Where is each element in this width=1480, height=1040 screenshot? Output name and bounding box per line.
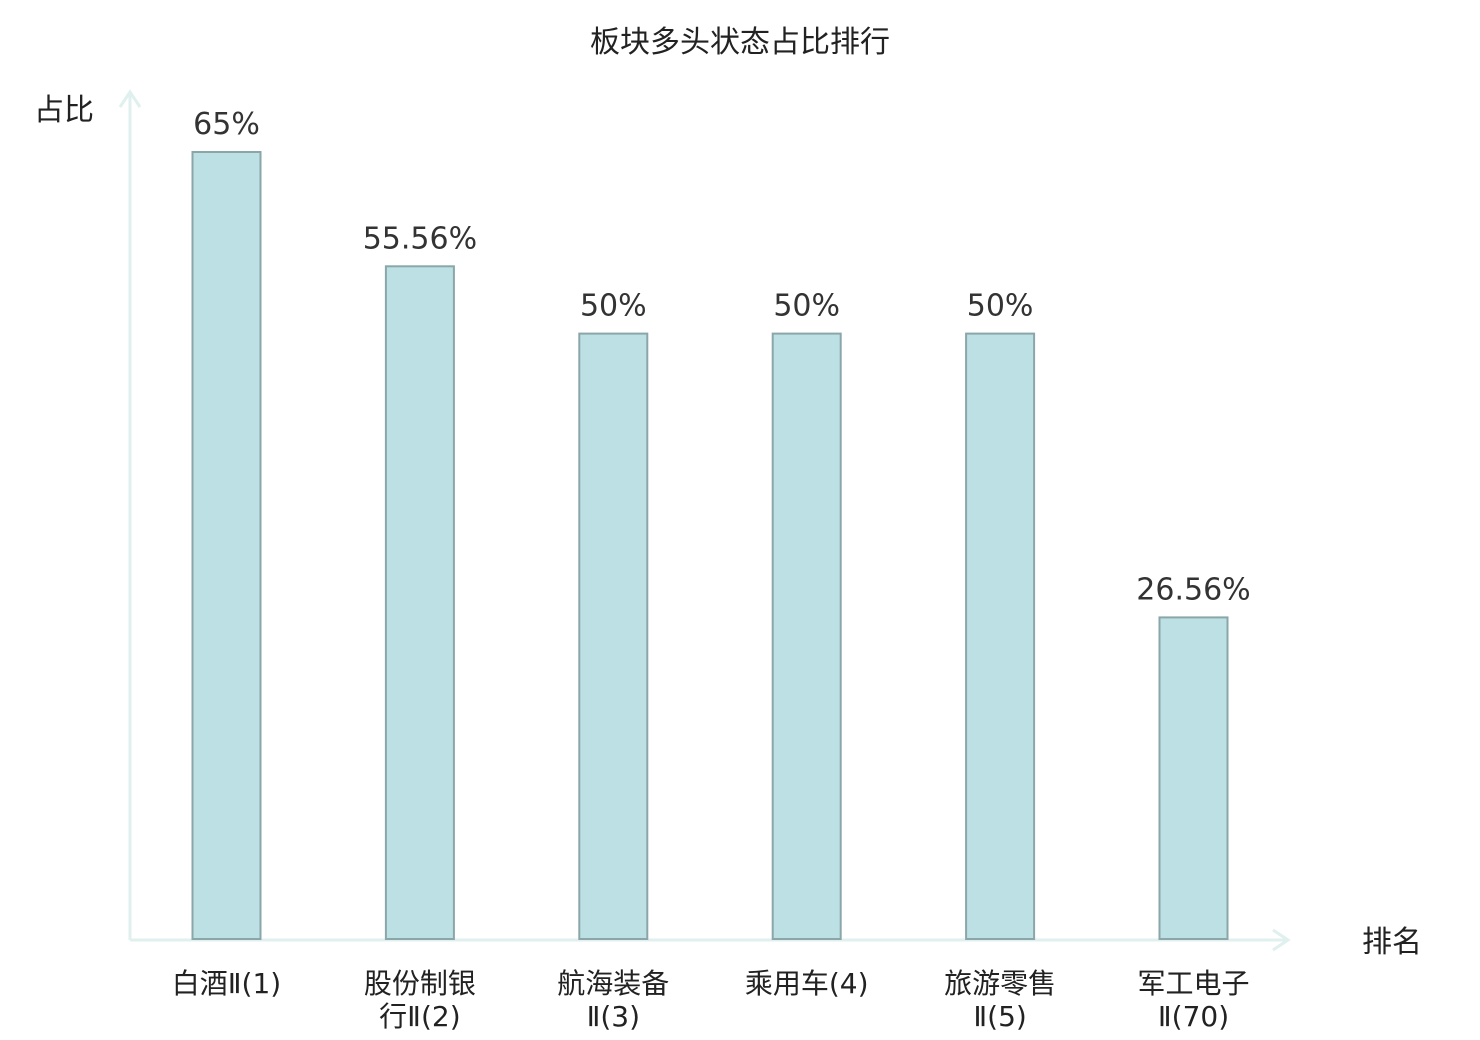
bar-2 [384, 265, 455, 940]
value-label-4: 50% [773, 289, 840, 324]
axes [118, 89, 1291, 952]
category-label-2-line2: 行Ⅱ(2) [379, 1000, 460, 1033]
category-label-5: 旅游零售 [944, 967, 1056, 1000]
bars-group [191, 151, 1229, 941]
category-label-1: 白酒Ⅱ(1) [172, 967, 281, 1000]
category-label-2: 股份制银 [364, 967, 476, 1000]
category-label-4: 乘用车(4) [745, 967, 869, 1000]
category-label-6-line2: Ⅱ(70) [1158, 1000, 1229, 1033]
value-label-5: 50% [967, 289, 1034, 324]
bar-6 [1158, 616, 1229, 941]
bar-5 [965, 332, 1036, 941]
value-labels-group: 65% 55.56% 50% 50% 50% 26.56% [193, 107, 1251, 607]
bar-1 [191, 151, 262, 940]
x-axis-arrow [1272, 928, 1291, 952]
category-label-3: 航海装备 [557, 967, 669, 1000]
value-label-3: 50% [580, 289, 647, 324]
y-axis-arrow [118, 89, 142, 108]
category-label-5-line2: Ⅱ(5) [973, 1000, 1026, 1033]
x-axis-label: 排名 [1362, 925, 1422, 960]
value-label-2: 55.56% [363, 221, 477, 256]
bar-3 [578, 332, 649, 941]
value-label-6: 26.56% [1136, 572, 1250, 607]
y-axis-label: 占比 [34, 93, 94, 128]
category-label-6: 军工电子 [1137, 967, 1249, 1000]
value-label-1: 65% [193, 107, 260, 142]
bar-4 [771, 332, 842, 941]
category-label-3-line2: Ⅱ(3) [587, 1000, 640, 1033]
chart-title: 板块多头状态占比排行 [590, 25, 890, 60]
